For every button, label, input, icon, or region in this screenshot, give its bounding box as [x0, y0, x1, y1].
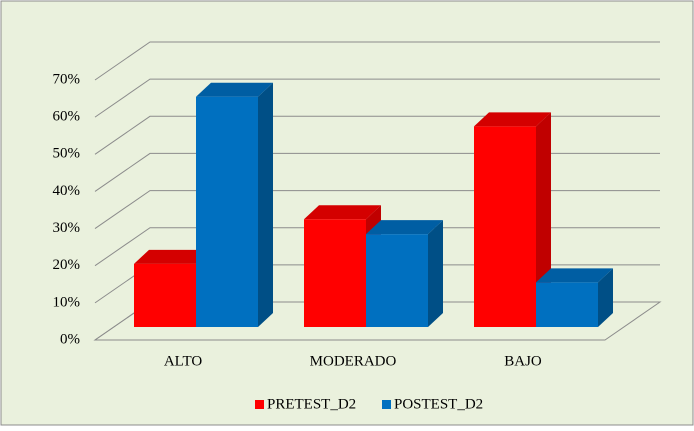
y-tick-label: 50%	[53, 146, 81, 162]
legend-label: PRETEST_D2	[267, 396, 356, 412]
legend-swatch	[255, 400, 264, 409]
bar-top	[196, 82, 273, 97]
bar-top	[474, 112, 551, 127]
bar-side	[598, 268, 613, 327]
bar-side	[258, 82, 273, 327]
x-tick-label: MODERADO	[310, 353, 397, 369]
bar-top	[304, 205, 381, 220]
bar-top	[366, 220, 443, 235]
bar	[196, 82, 273, 327]
legend-label: POSTEST_D2	[394, 396, 483, 412]
y-tick-label: 20%	[53, 257, 81, 273]
bar-top	[134, 249, 211, 264]
bar-side	[428, 220, 443, 327]
y-tick-label: 60%	[53, 109, 81, 125]
bar-front	[536, 282, 598, 327]
bar-front	[366, 234, 428, 327]
legend-swatch	[382, 400, 391, 409]
bar-top	[536, 268, 613, 283]
bar-front	[134, 263, 196, 327]
bar	[474, 112, 551, 327]
y-tick-label: 30%	[53, 220, 81, 236]
y-tick-label: 10%	[53, 294, 81, 310]
grid-line	[94, 41, 660, 81]
y-tick-label: 70%	[53, 71, 81, 87]
x-tick-label: BAJO	[504, 353, 542, 369]
bar-front	[474, 126, 536, 327]
x-tick-label: ALTO	[164, 353, 203, 369]
y-tick-label: 0%	[60, 331, 80, 347]
bar-front	[196, 96, 258, 327]
y-tick-label: 40%	[53, 183, 81, 199]
bar	[536, 268, 613, 327]
grid-line	[94, 78, 660, 118]
bar	[366, 220, 443, 327]
bar-front	[304, 219, 366, 327]
